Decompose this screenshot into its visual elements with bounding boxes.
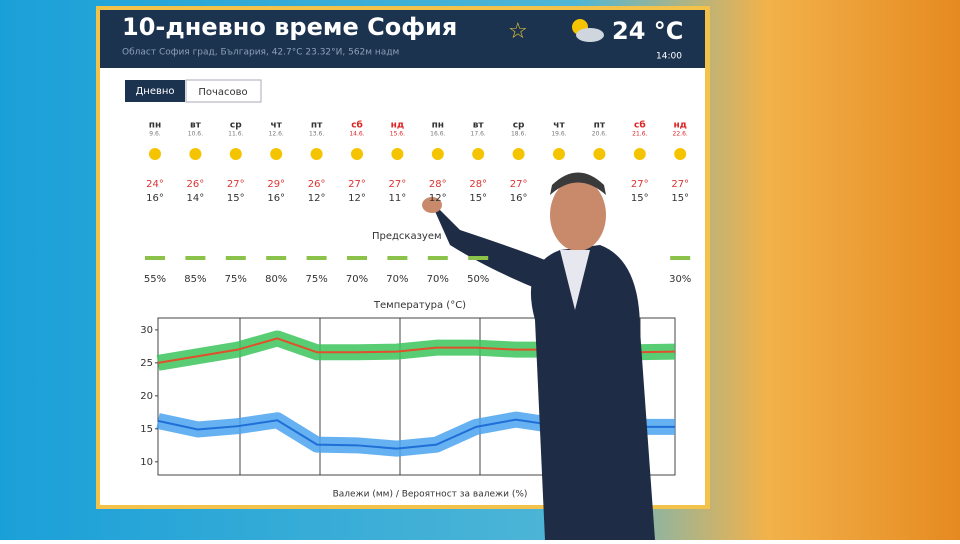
high-temp: 26° (187, 179, 205, 190)
day-name: вт (473, 121, 485, 131)
low-temp: 12° (348, 193, 366, 204)
low-temp: 15° (631, 193, 649, 204)
low-temp: 16° (146, 193, 164, 204)
day-name: пт (594, 121, 606, 131)
day-date: 15.6. (390, 131, 405, 138)
weather-icon (270, 148, 283, 160)
tab-label[interactable]: Дневно (135, 86, 174, 97)
predictability: 55% (144, 274, 166, 285)
day-name: чт (553, 121, 565, 131)
low-temp: 15° (227, 193, 245, 204)
predictability: 70% (386, 274, 408, 285)
day-name: пн (149, 121, 161, 131)
high-temp: 27° (348, 179, 366, 190)
weather-icon (310, 148, 323, 160)
day-date: 13.6. (309, 131, 324, 138)
y-tick-label: 15 (140, 424, 153, 435)
cloud-icon (576, 28, 604, 42)
day-date: 10.6. (188, 131, 203, 138)
day-date: 18.6. (511, 131, 526, 138)
weather-icon (593, 148, 606, 160)
day-date: 22.6. (673, 131, 688, 138)
high-temp: 27° (510, 179, 528, 190)
title: 10-дневно време София (122, 13, 457, 41)
day-name: ср (230, 121, 242, 131)
day-date: 9.6. (149, 131, 161, 138)
predictability: 85% (184, 274, 206, 285)
chart-frame (157, 317, 676, 476)
presenter (422, 172, 655, 540)
predictability: 30% (669, 274, 691, 285)
y-tick-label: 30 (140, 325, 153, 336)
high-temp: 27° (631, 179, 649, 190)
low-temp: 12° (308, 193, 326, 204)
weather-icon (431, 148, 444, 160)
day-name: сб (351, 120, 363, 131)
low-temp: 15° (469, 193, 487, 204)
weather-icon (553, 148, 565, 160)
predictability: 80% (265, 274, 287, 285)
low-temp: 16° (510, 193, 528, 204)
y-tick-label: 20 (140, 391, 153, 402)
day-name: пт (311, 121, 323, 131)
predictability-label: Предсказуем (372, 231, 442, 242)
weather-icon (189, 148, 202, 160)
day-name: чт (270, 121, 282, 131)
subtitle: Област София град, България, 42.7°С 23.3… (122, 48, 399, 58)
tab-label[interactable]: Почасово (198, 87, 247, 98)
tab-active[interactable] (125, 80, 185, 102)
day-date: 20.6. (592, 131, 607, 138)
weather-icon (674, 148, 687, 160)
tab[interactable] (185, 79, 262, 103)
day-name: сб (634, 120, 646, 131)
low-temp: 14° (187, 193, 205, 204)
current-temp: 24 °C (612, 17, 683, 45)
predictability: 70% (427, 274, 449, 285)
high-temp: 28° (469, 179, 487, 190)
chart-title: Температура (°C) (373, 300, 466, 311)
day-name: пн (432, 121, 444, 131)
high-temp: 27° (671, 179, 689, 190)
low-temp: 16° (267, 193, 285, 204)
weather-icon (633, 148, 646, 160)
predictability: 50% (467, 274, 489, 285)
low-temp: 11° (389, 193, 407, 204)
high-temp: 29° (267, 179, 285, 190)
high-temp: 27° (389, 179, 407, 190)
favorite-star[interactable]: ☆ (508, 19, 528, 44)
day-date: 12.6. (269, 131, 284, 138)
predictability: 70% (346, 274, 368, 285)
day-date: 11.6. (228, 131, 243, 138)
predictability: 75% (305, 274, 327, 285)
weather-icon (149, 148, 161, 160)
day-date: 17.6. (471, 131, 486, 138)
low-temp: 15° (671, 193, 689, 204)
weather-icon (229, 148, 242, 160)
day-date: 14.6. (349, 131, 364, 138)
high-temp: 28° (429, 179, 447, 190)
day-name: ср (513, 121, 525, 131)
time: 14:00 (656, 52, 682, 62)
high-temp: 24° (146, 179, 164, 190)
weather-icon (391, 148, 404, 160)
low-temp: 12° (429, 193, 447, 204)
high-temp: 27° (227, 179, 245, 190)
y-tick-label: 10 (140, 457, 153, 468)
day-name: нд (673, 121, 687, 131)
header-bar (100, 10, 705, 68)
weather-icon (512, 148, 525, 160)
day-date: 16.6. (430, 131, 445, 138)
day-date: 21.6. (632, 131, 647, 138)
day-date: 19.6. (551, 131, 566, 138)
predictability: 75% (225, 274, 247, 285)
day-name: нд (391, 121, 405, 131)
weather-icon (472, 148, 485, 160)
weather-icon (351, 148, 363, 160)
high-temp: 26° (308, 179, 326, 190)
day-name: вт (190, 121, 202, 131)
footer: Валежи (мм) / Вероятност за валежи (%) (333, 490, 528, 500)
y-tick-label: 25 (140, 358, 153, 369)
